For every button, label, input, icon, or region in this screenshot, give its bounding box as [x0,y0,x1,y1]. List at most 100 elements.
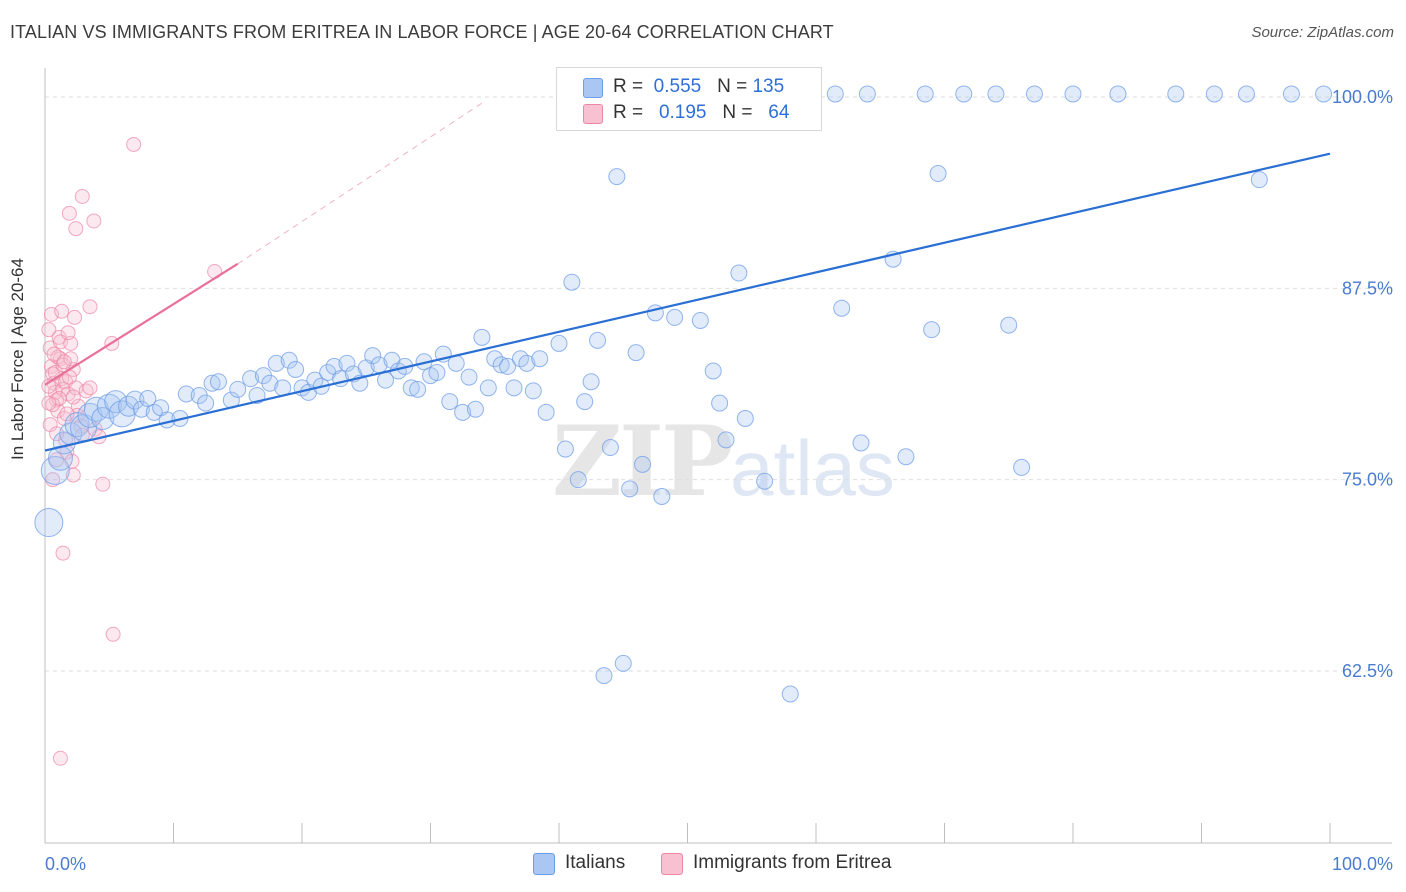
italians-point [242,370,260,388]
legend-eritrea-swatch [583,104,603,124]
eritrea-trend-extension [237,102,483,265]
italians-point [402,379,420,397]
italians-point [704,362,722,380]
eritrea-point [68,221,84,237]
eritrea-points [41,136,223,766]
eritrea-point [41,322,57,338]
y-axis-label: In Labor Force | Age 20-64 [8,258,27,460]
eritrea-point [46,346,62,362]
italians-point [505,379,523,397]
italians-trend-line [44,152,1331,452]
italians-point [781,685,799,703]
italians-point [486,350,504,368]
italians-point [666,308,684,326]
italians-point [563,273,581,291]
italians-point [550,334,568,352]
italians-point [653,488,671,506]
italians-point [287,360,305,378]
tick-labels: 100.0% 87.5% 75.0% 62.5% 0.0% 100.0% [45,87,1393,874]
italians-point [1025,85,1043,103]
italians-point [473,328,491,346]
italians-point [531,350,549,368]
italians-point [132,400,150,418]
italians-point [537,403,555,421]
italians-point [248,386,266,404]
italians-point [556,440,574,458]
y-tick-label: 75.0% [1342,470,1393,490]
axes [44,68,1392,844]
eritrea-point [86,213,102,229]
italians-point [916,85,934,103]
italians-point [197,394,215,412]
eritrea-point [82,380,98,396]
italians-point [460,368,478,386]
italians-point [261,374,279,392]
italians-point [499,357,517,375]
eritrea-point [41,395,57,411]
italians-point [1064,85,1082,103]
trend-lines [44,152,1331,452]
chart-source: Source: ZipAtlas.com [1251,24,1394,41]
italians-point [826,85,844,103]
italians-point [1109,85,1127,103]
eritrea-point [55,545,71,561]
x-tick-label: 0.0% [45,854,86,874]
legend-eritrea-r: 0.195 [658,102,707,123]
eritrea-point [54,303,70,319]
italians-point [595,667,613,685]
italians-point [582,373,600,391]
italians-swatch [533,853,555,875]
eritrea-point [41,378,57,394]
eritrea-point [61,205,77,221]
italians-points [34,85,1333,703]
italians-point [923,321,941,339]
italians-point [576,393,594,411]
italians-point [1205,85,1223,103]
italians-point [569,471,587,489]
chart-title: ITALIAN VS IMMIGRANTS FROM ERITREA IN LA… [10,22,834,42]
italians-point [479,379,497,397]
eritrea-trend-line [44,262,239,386]
italians-point [40,455,70,485]
italians-point [987,85,1005,103]
legend-italians-n: 135 [752,76,785,97]
italians-point [634,455,652,473]
italians-point [177,385,195,403]
italians-point [897,448,915,466]
legend-r-label: R = [613,102,644,123]
italians-point [1167,85,1185,103]
italians-point [1282,85,1300,103]
stats-legend: R = 0.555 N = 135 R = 0.195 N = 64 [556,67,822,131]
italians-point [338,354,356,372]
italians-label: Italians [565,852,626,873]
italians-point [454,403,472,421]
italians-point [280,351,298,369]
eritrea-point [65,389,81,405]
italians-point [428,364,446,382]
legend-n-label: N = [722,102,753,123]
italians-point [139,390,157,408]
italians-point [91,406,115,430]
italians-point [929,165,947,183]
italians-point [756,472,774,490]
eritrea-point [95,476,111,492]
watermark-zip: ZIP [552,405,733,518]
italians-point [717,431,735,449]
eritrea-point [82,299,98,315]
italians-point [1013,458,1031,476]
italians-point [524,382,542,400]
y-tick-label: 100.0% [1332,87,1393,107]
legend-italians-text: R = 0.555 N = 135 [613,76,784,98]
italians-point [736,409,754,427]
legend-italians-r: 0.555 [653,76,702,97]
eritrea-point [60,325,76,341]
italians-point [711,394,729,412]
eritrea-point [126,136,142,152]
italians-point [608,168,626,186]
italians-point [627,344,645,362]
italians-point [492,356,510,374]
eritrea-point [59,406,75,422]
eritrea-point [105,626,121,642]
eritrea-swatch [661,853,683,875]
italians-point [1315,85,1333,103]
